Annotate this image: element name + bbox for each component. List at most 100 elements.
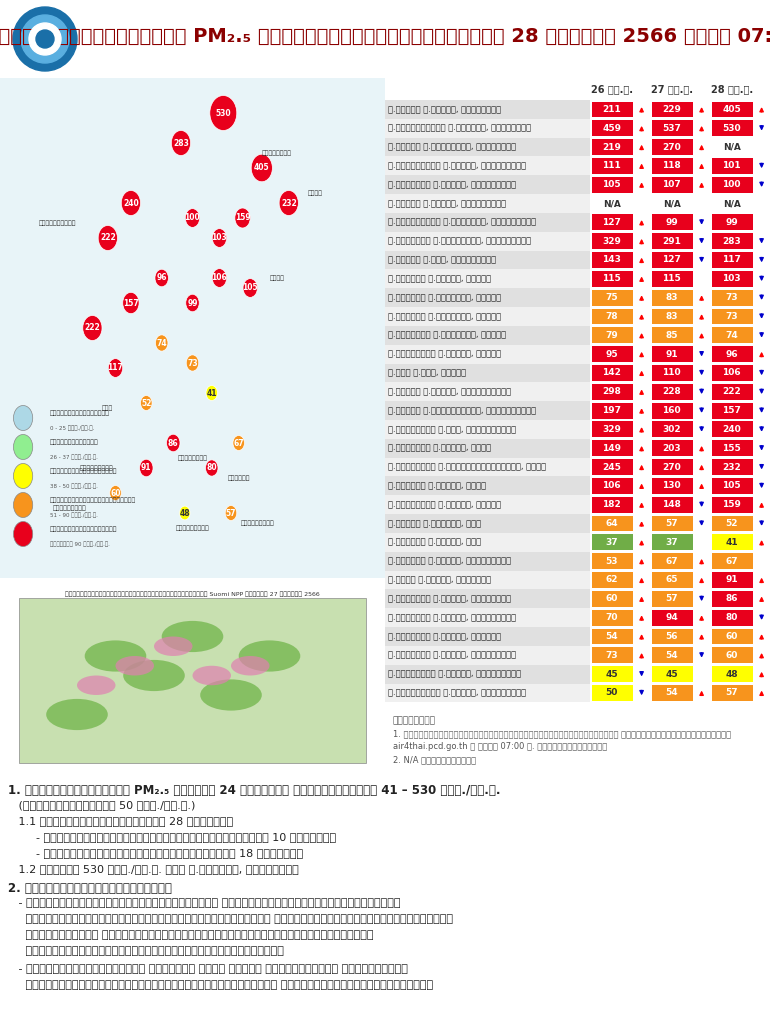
Bar	[711, 629, 753, 644]
Bar	[711, 121, 753, 136]
Text: หมายเหตุ: หมายเหตุ	[393, 716, 436, 725]
Bar	[711, 177, 753, 193]
Circle shape	[13, 434, 32, 460]
Text: 2. N/A ไม่มีข้อมูล: 2. N/A ไม่มีข้อมูล	[393, 756, 476, 765]
Text: 103: 103	[722, 274, 741, 284]
Text: 459: 459	[602, 124, 621, 133]
Bar	[385, 100, 590, 119]
Text: 50: 50	[605, 688, 618, 697]
Text: ต.บ้านกลาง อ.เมือง, ลำพูน: ต.บ้านกลาง อ.เมือง, ลำพูน	[388, 349, 501, 358]
Bar	[385, 382, 590, 401]
Bar	[385, 590, 590, 608]
Bar	[651, 402, 693, 419]
Circle shape	[77, 676, 116, 695]
Text: 219: 219	[602, 142, 621, 152]
Circle shape	[21, 15, 69, 63]
Text: - อยู่ในเกณฑ์มีผลกระทบต่อสุขภาพ 18 พื้นที่: - อยู่ในเกณฑ์มีผลกระทบต่อสุขภาพ 18 พื้นท…	[8, 848, 303, 858]
Bar	[711, 497, 753, 513]
Text: 60: 60	[605, 594, 618, 603]
Bar	[651, 384, 693, 399]
Bar	[711, 308, 753, 325]
Text: 86: 86	[725, 594, 738, 603]
Bar	[591, 572, 633, 588]
Bar	[385, 251, 590, 269]
Bar	[591, 647, 633, 664]
Bar	[385, 326, 590, 345]
Text: 70: 70	[605, 613, 618, 623]
Text: 240: 240	[722, 425, 741, 434]
Text: ต.แม่ปะ อ.แม่สอด, ตาก: ต.แม่ปะ อ.แม่สอด, ตาก	[388, 519, 481, 528]
Text: 65: 65	[665, 575, 678, 585]
Text: แผนที่แสดงจุดความร้อนในพื้นที่ภาคเหนือ Suomi NPP วันที่ 27 มีนาคม 2566: แผนที่แสดงจุดความร้อนในพื้นที่ภาคเหนือ S…	[65, 592, 320, 597]
Text: 245: 245	[602, 463, 621, 472]
Bar	[591, 591, 633, 607]
Text: air4thai.pcd.go.th ณ เวลา 07:00 น. ของวันดังกล่าว: air4thai.pcd.go.th ณ เวลา 07:00 น. ของวั…	[393, 742, 607, 752]
Bar	[711, 572, 753, 588]
Bar	[651, 685, 693, 700]
Text: 96: 96	[156, 273, 167, 283]
Bar	[591, 290, 633, 305]
Text: มีผลกระทบต่อสุขภาพ: มีผลกระทบต่อสุขภาพ	[50, 526, 118, 531]
Text: 60: 60	[110, 488, 121, 498]
Text: 75: 75	[605, 293, 618, 302]
Text: ต.สบป้าด อ.แม่เมาะ, ลำปาง: ต.สบป้าด อ.แม่เมาะ, ลำปาง	[388, 293, 501, 302]
Bar	[651, 553, 693, 569]
Bar	[591, 158, 633, 174]
Text: 41: 41	[725, 538, 738, 547]
Text: 26 - 37 มคก./ลบ.ม.: 26 - 37 มคก./ลบ.ม.	[50, 455, 98, 460]
Text: 99: 99	[187, 299, 198, 307]
Text: 83: 83	[665, 293, 678, 302]
Text: 80: 80	[725, 613, 738, 623]
Text: N/A: N/A	[603, 199, 621, 208]
Circle shape	[166, 434, 180, 452]
Text: 232: 232	[722, 463, 741, 472]
Circle shape	[99, 225, 118, 251]
Text: ต.อุทัยใหม่ อ.เมือง, อุทัยธานี: ต.อุทัยใหม่ อ.เมือง, อุทัยธานี	[388, 688, 526, 697]
Bar	[651, 346, 693, 362]
Text: ต.ธานี อ.เมือง, สุโขทัย: ต.ธานี อ.เมือง, สุโขทัย	[388, 575, 491, 585]
Text: 283: 283	[173, 138, 189, 147]
Text: 37: 37	[665, 538, 678, 547]
Text: ต.แม่เมาะ อ.แม่เมาะ, ลำปาง: ต.แม่เมาะ อ.แม่เมาะ, ลำปาง	[388, 331, 506, 340]
Circle shape	[13, 521, 32, 547]
Text: 91: 91	[141, 464, 152, 472]
Bar	[651, 233, 693, 249]
Bar	[651, 139, 693, 155]
Circle shape	[13, 493, 32, 517]
Text: ต.เมืองนะ อ.เชียงดาว, เชียงใหม่: ต.เมืองนะ อ.เชียงดาว, เชียงใหม่	[388, 237, 531, 246]
Text: ต.ในเมือง อ.เมือง, พิษณุโลก: ต.ในเมือง อ.เมือง, พิษณุโลก	[388, 594, 511, 603]
Text: 232: 232	[281, 199, 296, 208]
Circle shape	[13, 464, 32, 488]
Bar	[711, 346, 753, 362]
Bar	[591, 233, 633, 249]
Bar	[591, 384, 633, 399]
Text: 105: 105	[722, 481, 741, 490]
Text: คุณภาพอากาศดี: คุณภาพอากาศดี	[50, 439, 99, 444]
Bar	[651, 121, 693, 136]
Text: N/A: N/A	[723, 199, 741, 208]
Text: ต.จองคำ อ.เมือง, แม่ฮ่องสอน: ต.จองคำ อ.เมือง, แม่ฮ่องสอน	[388, 387, 511, 396]
Text: 298: 298	[602, 387, 621, 396]
Bar	[385, 646, 590, 665]
Bar	[651, 497, 693, 513]
Text: 91: 91	[725, 575, 738, 585]
Text: 52: 52	[725, 519, 738, 528]
Text: 57: 57	[665, 594, 678, 603]
Bar	[711, 196, 753, 211]
Circle shape	[209, 95, 237, 130]
Bar	[385, 288, 590, 307]
Text: เพชรบูรณ์: เพชรบูรณ์	[52, 505, 86, 511]
Text: 160: 160	[662, 407, 681, 415]
Text: ต.สุเทพ อ.เมือง, เชียงใหม่: ต.สุเทพ อ.เมือง, เชียงใหม่	[388, 199, 506, 208]
Bar	[651, 158, 693, 174]
Text: - อยู่ในเกณฑ์เริ่มมีผลกระทบต่อสุขภาพ 10 พื้นที่: - อยู่ในเกณฑ์เริ่มมีผลกระทบต่อสุขภาพ 10 …	[8, 831, 336, 842]
Bar	[385, 307, 590, 326]
Bar	[385, 684, 590, 702]
Text: 107: 107	[662, 180, 681, 189]
Text: 0 - 25 มคก./ลบ.ม.: 0 - 25 มคก./ลบ.ม.	[50, 425, 95, 431]
Bar	[385, 608, 590, 627]
Text: 117: 117	[722, 256, 741, 264]
Bar	[591, 177, 633, 193]
Bar	[385, 420, 590, 439]
Circle shape	[122, 293, 139, 313]
